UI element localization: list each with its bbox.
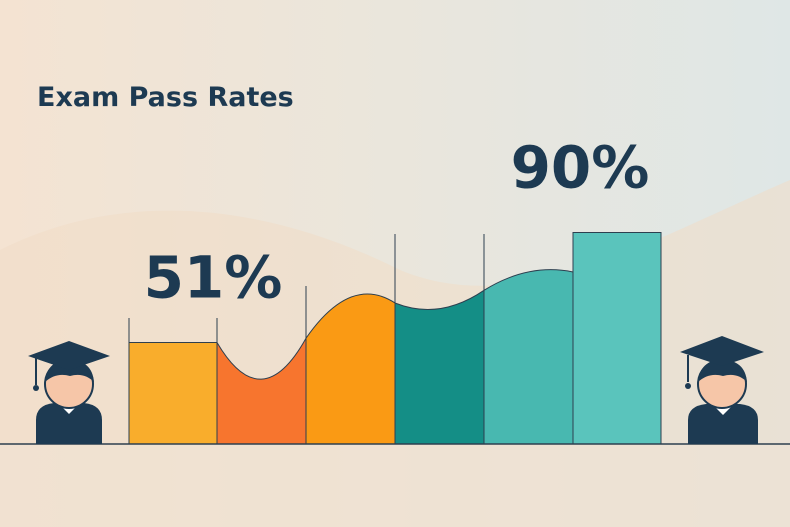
segment bbox=[128, 341, 218, 445]
value-label: 90% bbox=[511, 133, 650, 201]
floor bbox=[0, 444, 790, 527]
graduate-icon-right bbox=[680, 336, 764, 444]
graduate-icon-left bbox=[28, 341, 110, 444]
value-label: 51% bbox=[144, 243, 283, 311]
segment bbox=[394, 289, 485, 445]
segment bbox=[483, 269, 574, 445]
segment bbox=[572, 231, 662, 445]
chart-title: Exam Pass Rates bbox=[37, 82, 294, 113]
